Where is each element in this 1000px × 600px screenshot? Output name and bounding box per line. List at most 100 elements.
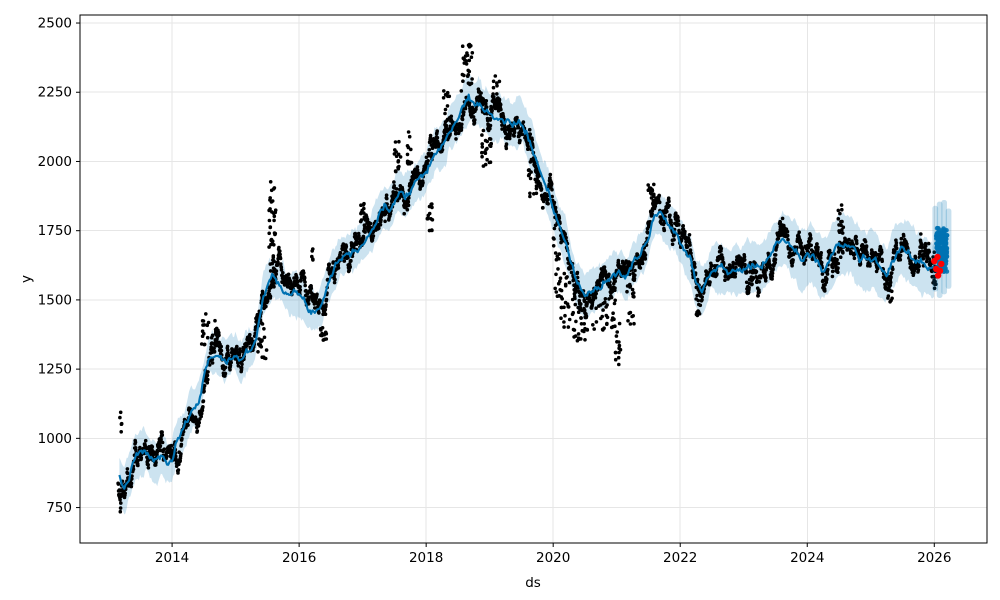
data-point — [426, 159, 430, 163]
data-point — [217, 330, 221, 335]
data-point — [228, 363, 233, 368]
data-point — [913, 255, 918, 260]
forecast-point — [943, 241, 949, 247]
data-point — [485, 146, 489, 151]
data-point — [699, 299, 704, 303]
data-point — [176, 468, 181, 472]
data-point — [613, 279, 617, 284]
data-point — [696, 298, 701, 303]
forecast-trend-line — [118, 93, 935, 490]
data-point — [684, 240, 688, 244]
data-point — [504, 142, 509, 146]
data-point — [578, 294, 582, 298]
data-point — [119, 430, 123, 434]
data-point — [435, 129, 440, 133]
data-point — [460, 44, 465, 48]
data-point — [770, 271, 775, 276]
data-point — [809, 243, 813, 248]
data-point — [643, 253, 648, 257]
data-point — [488, 123, 493, 128]
data-point — [677, 231, 681, 235]
data-point — [617, 321, 622, 326]
data-point — [594, 291, 598, 296]
data-point — [271, 269, 276, 274]
x-tick-label: 2014 — [155, 550, 189, 566]
data-point — [526, 168, 531, 172]
data-point — [584, 314, 589, 319]
data-point — [311, 247, 315, 251]
data-point — [393, 148, 397, 152]
data-point — [310, 254, 314, 259]
data-point — [270, 210, 274, 214]
data-point — [630, 287, 635, 292]
data-point — [407, 134, 412, 139]
data-point — [556, 267, 560, 271]
data-point — [309, 286, 314, 291]
data-point — [116, 482, 121, 486]
data-point — [838, 211, 842, 216]
data-point — [585, 328, 590, 332]
data-point — [119, 422, 124, 427]
data-point — [207, 363, 212, 367]
data-point — [303, 283, 308, 288]
data-point — [695, 313, 700, 318]
data-point — [268, 180, 273, 184]
data-point — [332, 280, 337, 285]
data-point — [405, 159, 410, 164]
data-point — [178, 458, 182, 463]
data-point — [645, 231, 650, 235]
data-point — [295, 276, 299, 280]
data-point — [503, 124, 507, 129]
y-tick-label: 1750 — [38, 223, 72, 239]
data-point — [488, 160, 493, 164]
data-point — [553, 251, 558, 255]
data-point — [206, 370, 210, 374]
data-point — [864, 244, 869, 248]
data-point — [136, 458, 140, 463]
data-point — [130, 474, 134, 478]
data-point — [129, 484, 134, 489]
data-point — [491, 99, 495, 103]
data-point — [809, 237, 813, 241]
data-point — [889, 275, 893, 280]
data-point — [633, 268, 637, 273]
data-point — [631, 314, 635, 318]
data-point — [733, 274, 737, 279]
data-point — [235, 344, 239, 349]
data-point — [548, 176, 552, 180]
data-point — [923, 244, 928, 248]
data-point — [279, 268, 284, 272]
data-point — [921, 256, 926, 261]
data-point — [788, 247, 793, 252]
data-point — [214, 326, 219, 331]
data-point — [223, 365, 228, 370]
data-point — [346, 255, 350, 260]
data-point — [727, 275, 731, 280]
y-tick-label: 2000 — [38, 154, 72, 170]
data-point — [136, 463, 140, 468]
data-point — [260, 338, 264, 343]
data-point — [598, 303, 603, 307]
data-point — [199, 414, 203, 419]
data-point — [697, 302, 701, 307]
data-point — [363, 230, 367, 234]
data-point — [322, 337, 327, 342]
data-point — [825, 272, 830, 276]
data-point — [257, 337, 262, 341]
data-point — [582, 329, 586, 334]
data-point — [484, 105, 489, 109]
data-point — [271, 266, 276, 271]
data-point — [532, 163, 537, 168]
data-point — [158, 448, 162, 453]
data-point — [210, 361, 215, 365]
data-point — [427, 153, 431, 158]
data-point — [631, 291, 636, 295]
data-point — [563, 300, 568, 305]
data-point — [757, 290, 761, 295]
data-point — [700, 295, 704, 299]
data-point — [396, 152, 401, 157]
data-point — [528, 132, 532, 137]
data-point — [847, 237, 851, 242]
data-point — [733, 272, 738, 276]
data-point — [771, 267, 775, 271]
